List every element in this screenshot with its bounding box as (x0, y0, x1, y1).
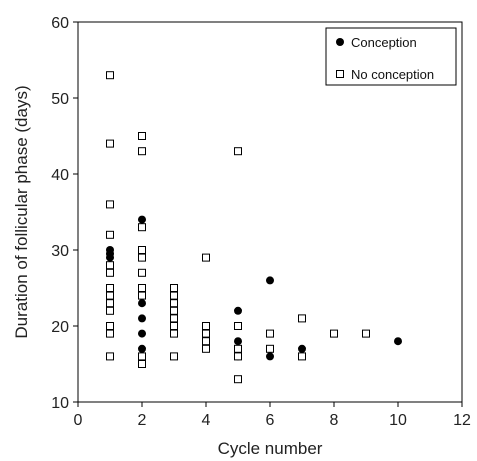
data-point (170, 352, 178, 361)
y-tick-label: 40 (51, 167, 69, 184)
data-point (106, 246, 114, 254)
legend-box (325, 27, 457, 86)
legend-label-conception: Conception (351, 35, 417, 50)
data-point (138, 344, 146, 353)
x-tick-label: 8 (330, 412, 339, 429)
data-point (138, 223, 146, 232)
data-point (106, 306, 114, 315)
data-point (266, 344, 274, 353)
data-point (266, 329, 274, 338)
data-point (138, 246, 146, 254)
data-point (170, 329, 178, 338)
series-conception (106, 215, 402, 361)
data-point (234, 344, 242, 353)
x-tick-label: 12 (453, 412, 471, 429)
data-point (138, 360, 146, 368)
data-point (266, 352, 274, 361)
data-point (202, 344, 210, 353)
data-point (170, 299, 178, 308)
y-tick-label: 30 (51, 243, 69, 260)
axes: 0 2 4 6 8 10 12 10 20 30 40 50 60 (51, 15, 471, 429)
data-point (106, 284, 114, 292)
data-point (266, 276, 274, 285)
data-point (394, 337, 402, 346)
data-point (298, 344, 306, 353)
x-tick-label: 10 (389, 412, 407, 429)
legend-label-no-conception: No conception (351, 67, 434, 82)
x-axis-label: Cycle number (218, 439, 323, 458)
legend: Conception No conception (325, 27, 457, 86)
x-tick-label: 0 (74, 412, 83, 429)
data-point (106, 322, 114, 330)
data-point (170, 284, 178, 292)
data-point (234, 322, 242, 330)
data-point (234, 306, 242, 315)
data-point (330, 329, 338, 338)
y-tick-label: 50 (51, 91, 69, 108)
data-point (106, 261, 114, 270)
data-point (202, 253, 210, 262)
data-points (106, 71, 402, 384)
data-point (106, 299, 114, 308)
data-point (138, 329, 146, 338)
y-tick-label: 60 (51, 15, 69, 32)
data-point (170, 291, 178, 300)
y-tick-label: 20 (51, 319, 69, 336)
data-point (138, 284, 146, 292)
data-point (138, 215, 146, 224)
data-point (106, 200, 114, 209)
data-point (298, 314, 306, 323)
data-point (234, 337, 242, 346)
data-point (234, 147, 242, 156)
data-point (138, 132, 146, 140)
data-point (138, 253, 146, 262)
data-point (202, 337, 210, 346)
legend-marker-no-conception (336, 70, 344, 78)
x-tick-label: 6 (266, 412, 275, 429)
data-point (362, 329, 370, 338)
data-point (138, 291, 146, 300)
data-point (138, 147, 146, 156)
x-tick-label: 2 (138, 412, 147, 429)
data-point (106, 230, 114, 239)
data-point (138, 268, 146, 277)
data-point (106, 352, 114, 361)
x-tick-label: 4 (202, 412, 211, 429)
data-point (106, 71, 114, 80)
y-tick-label: 10 (51, 395, 69, 412)
data-point (170, 306, 178, 315)
data-point (298, 352, 306, 361)
data-point (234, 375, 242, 384)
data-point (106, 291, 114, 300)
data-point (138, 314, 146, 323)
data-point (106, 329, 114, 338)
data-point (106, 139, 114, 148)
data-point (170, 314, 178, 323)
data-point (138, 352, 146, 361)
series-no-conception (106, 71, 370, 384)
data-point (202, 329, 210, 338)
y-axis-label: Duration of follicular phase (days) (12, 85, 31, 338)
data-point (202, 322, 210, 330)
data-point (170, 322, 178, 330)
data-point (138, 299, 146, 308)
data-point (106, 268, 114, 277)
legend-marker-conception (336, 38, 344, 46)
data-point (234, 352, 242, 361)
